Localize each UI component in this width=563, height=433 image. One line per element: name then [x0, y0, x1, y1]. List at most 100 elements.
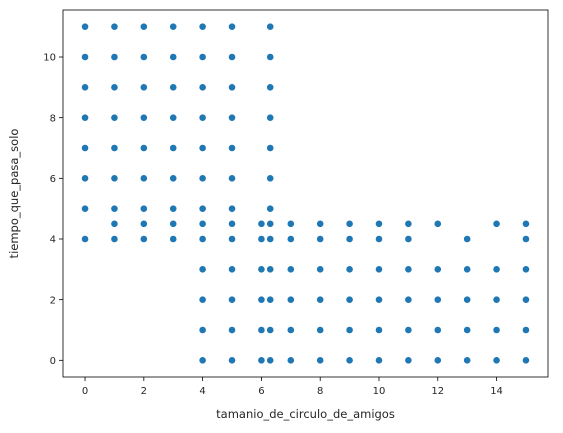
data-point: [463, 326, 472, 334]
x-tick-label: 6: [258, 386, 264, 397]
data-point: [139, 219, 148, 228]
data-point: [81, 204, 89, 213]
data-point: [492, 326, 501, 334]
data-point: [345, 356, 354, 365]
y-tick-label: 6: [50, 174, 56, 185]
data-point: [316, 356, 325, 365]
data-point: [139, 204, 148, 213]
data-point: [139, 113, 148, 122]
data-point: [139, 174, 148, 183]
x-tick-label: 14: [490, 386, 503, 397]
data-point: [404, 265, 413, 274]
data-point: [110, 144, 119, 152]
y-tick-label: 10: [43, 53, 56, 64]
data-point: [81, 174, 89, 183]
data-point: [257, 265, 266, 274]
points-layer: [81, 22, 530, 365]
data-point: [110, 204, 119, 213]
data-point: [81, 235, 89, 243]
data-point: [169, 174, 178, 183]
data-point: [110, 53, 119, 61]
x-tick-label: 8: [317, 386, 323, 397]
data-point: [81, 53, 89, 61]
data-point: [257, 295, 266, 304]
data-point: [522, 219, 530, 228]
x-tick-label: 10: [373, 386, 386, 397]
data-point: [522, 235, 530, 243]
data-point: [316, 219, 325, 228]
data-point: [169, 235, 178, 243]
data-point: [266, 53, 275, 61]
data-point: [228, 53, 236, 61]
data-point: [228, 265, 236, 274]
x-tick-label: 4: [199, 386, 205, 397]
data-point: [345, 265, 354, 274]
data-point: [345, 326, 354, 334]
data-point: [257, 326, 266, 334]
data-point: [404, 235, 413, 243]
data-point: [228, 356, 236, 365]
data-point: [266, 295, 275, 304]
data-point: [198, 265, 207, 274]
data-point: [522, 295, 530, 304]
data-point: [375, 265, 383, 274]
y-tick-label: 0: [50, 356, 56, 367]
data-point: [228, 22, 236, 31]
data-point: [198, 174, 207, 183]
data-point: [375, 219, 383, 228]
data-point: [139, 53, 148, 61]
data-point: [198, 83, 207, 92]
data-point: [169, 204, 178, 213]
data-point: [169, 22, 178, 31]
data-point: [433, 295, 442, 304]
data-point: [316, 295, 325, 304]
data-point: [110, 174, 119, 183]
data-point: [266, 204, 275, 213]
data-point: [316, 235, 325, 243]
data-point: [404, 295, 413, 304]
data-point: [286, 356, 295, 365]
data-point: [228, 219, 236, 228]
data-point: [266, 356, 275, 365]
y-tick-label: 8: [50, 113, 56, 124]
data-point: [316, 326, 325, 334]
data-point: [404, 219, 413, 228]
data-point: [433, 265, 442, 274]
x-tick-label: 2: [141, 386, 147, 397]
data-point: [463, 235, 472, 243]
data-point: [198, 235, 207, 243]
data-point: [345, 219, 354, 228]
data-point: [286, 219, 295, 228]
data-point: [198, 204, 207, 213]
data-point: [375, 235, 383, 243]
data-point: [169, 144, 178, 152]
data-point: [345, 235, 354, 243]
data-point: [345, 295, 354, 304]
data-point: [198, 295, 207, 304]
data-point: [198, 219, 207, 228]
data-point: [492, 356, 501, 365]
data-point: [169, 113, 178, 122]
data-point: [169, 53, 178, 61]
data-point: [316, 265, 325, 274]
data-point: [404, 356, 413, 365]
data-point: [286, 235, 295, 243]
data-point: [463, 356, 472, 365]
data-point: [228, 83, 236, 92]
data-point: [81, 144, 89, 152]
x-tick-label: 12: [431, 386, 444, 397]
data-point: [257, 235, 266, 243]
data-point: [266, 265, 275, 274]
data-point: [198, 53, 207, 61]
data-point: [266, 235, 275, 243]
ticks-layer: 0 2 4 6 8 10 12 14 0 2 4 6 8 10: [43, 53, 503, 397]
data-point: [228, 326, 236, 334]
data-point: [404, 326, 413, 334]
data-point: [81, 83, 89, 92]
data-point: [375, 295, 383, 304]
data-point: [257, 356, 266, 365]
data-point: [375, 356, 383, 365]
data-point: [286, 295, 295, 304]
data-point: [257, 219, 266, 228]
data-point: [492, 295, 501, 304]
